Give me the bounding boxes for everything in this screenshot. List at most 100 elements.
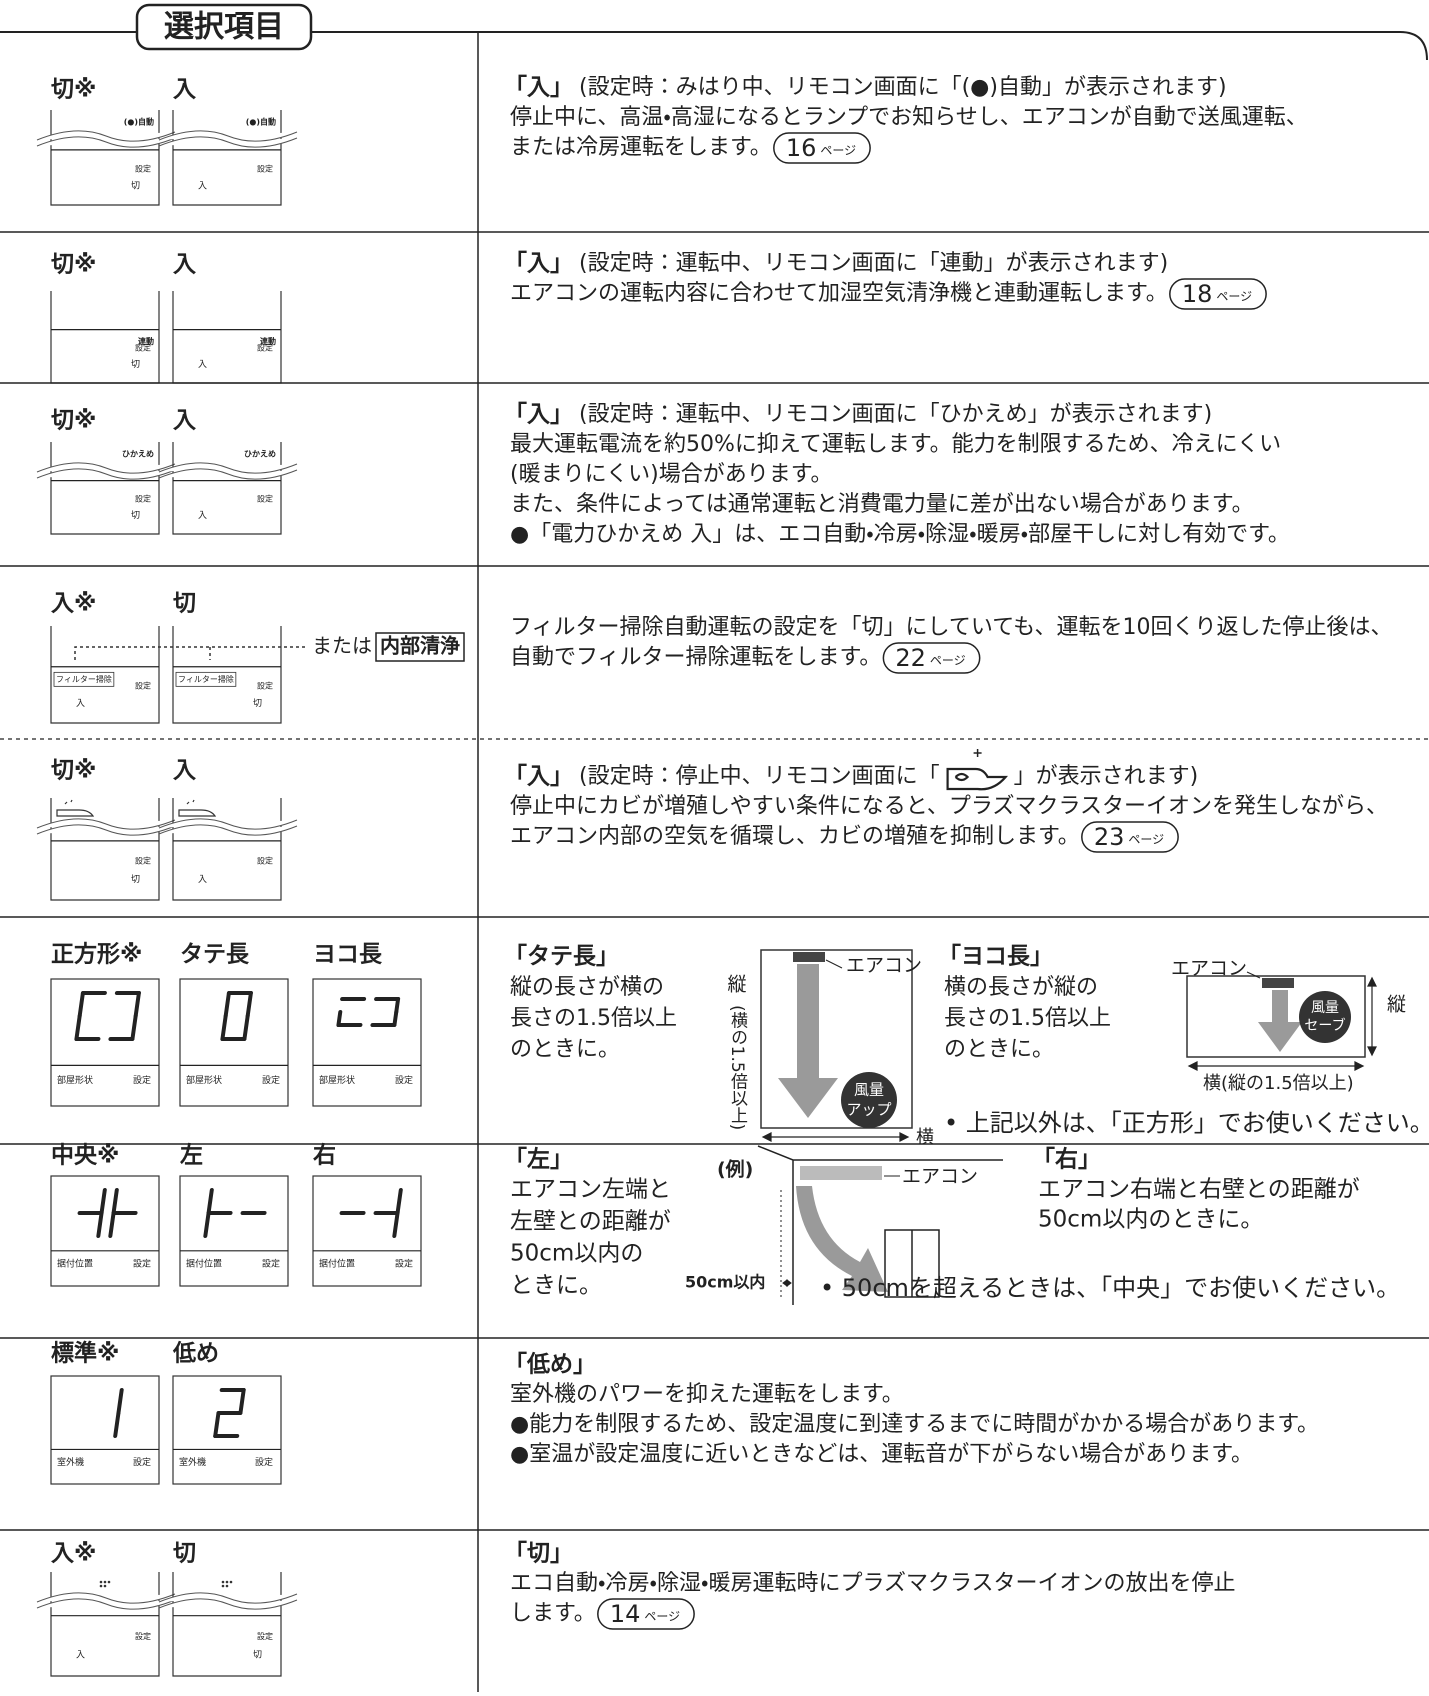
window bbox=[884, 1229, 940, 1298]
display-panel bbox=[50, 110, 160, 206]
badge-text: アップ bbox=[846, 1101, 891, 1119]
display-wave bbox=[36, 462, 176, 480]
panel-setting: 設定 bbox=[135, 344, 151, 353]
description-line: 50cm以内のときに。 bbox=[1038, 1207, 1263, 1233]
description-line: します。 bbox=[510, 1601, 596, 1626]
description-line: 停止中にカビが増殖しやすい条件になると、プラズマクラスターイオンを発生しながら、 bbox=[510, 794, 1388, 819]
badge-text: 風量 bbox=[1311, 1000, 1339, 1016]
option-label: 切 bbox=[173, 591, 196, 617]
display-panel bbox=[172, 1375, 282, 1485]
panel-state: 切 bbox=[131, 510, 140, 521]
aircon-unit bbox=[793, 952, 825, 962]
panel-setting: 設定 bbox=[395, 1075, 413, 1086]
panel-setting: 設定 bbox=[257, 164, 273, 173]
panel-setting: 設定 bbox=[133, 1457, 151, 1468]
panel-indicator: 連動 bbox=[138, 336, 154, 346]
description-heading-note: 」が表示されます) bbox=[1014, 764, 1199, 789]
option-label: 中央※ bbox=[51, 1143, 119, 1169]
description-note: • 50cmを超えるときは、「中央」でお使いください。 bbox=[820, 1274, 1400, 1302]
panel-state: 入 bbox=[198, 181, 207, 192]
description-line: ●「電力ひかえめ 入」は、エコ自動・冷房・除湿・暖房・部屋干しに対し有効です。 bbox=[510, 522, 1290, 547]
panel-setting: 設定 bbox=[135, 857, 151, 866]
page-ref-number: 18 bbox=[1182, 280, 1213, 308]
description-line: フィルター掃除自動運転の設定を「切」にしていても、運転を10回くり返した停止後は… bbox=[510, 615, 1392, 640]
panel-icon bbox=[107, 1580, 111, 1584]
display-panel bbox=[172, 442, 282, 535]
header-rule bbox=[0, 31, 1428, 61]
panel-state: 入 bbox=[198, 510, 207, 521]
display-segment bbox=[395, 1188, 403, 1215]
description-line: (暖まりにくい)場合があります。 bbox=[510, 462, 833, 487]
panel-icon bbox=[221, 1584, 225, 1588]
panel-icon bbox=[99, 1584, 103, 1588]
option-label: 入 bbox=[173, 758, 196, 784]
dimension-arrow bbox=[782, 1279, 792, 1287]
page-ref-unit: ページ bbox=[820, 144, 856, 158]
panel-setting: 設定 bbox=[133, 1075, 151, 1086]
display-wave bbox=[158, 1592, 298, 1610]
description-heading: 「入」 bbox=[504, 75, 573, 101]
dimension-arrow bbox=[761, 1132, 910, 1142]
panel-setting: 設定 bbox=[395, 1259, 413, 1270]
badge-text: 風量 bbox=[854, 1081, 884, 1099]
description-line: のときに。 bbox=[944, 1037, 1054, 1062]
display-segment bbox=[108, 1211, 116, 1238]
display-panel bbox=[172, 110, 282, 206]
panel-setting: 設定 bbox=[262, 1075, 280, 1086]
option-label: 入 bbox=[173, 77, 196, 103]
description-heading: 「入」 bbox=[504, 251, 573, 277]
display-segment bbox=[99, 1188, 107, 1215]
description-line: 50cm以内の bbox=[510, 1241, 643, 1267]
panel-icon bbox=[99, 1580, 103, 1584]
display-segment bbox=[113, 1411, 121, 1438]
display-panel bbox=[50, 1375, 160, 1485]
panel-icon bbox=[56, 799, 95, 817]
display-panel bbox=[50, 1572, 160, 1677]
panel-indicator: フィルター掃除 bbox=[178, 674, 234, 684]
panel-label: 部屋形状 bbox=[319, 1074, 355, 1086]
description-line: エアコンの運転内容に合わせて加湿空気清浄機と連動運転します。 bbox=[510, 281, 1168, 306]
connector bbox=[74, 646, 308, 660]
description-line: 最大運転電流を約50%に抑えて運転します。能力を制限するため、冷えにくい bbox=[510, 432, 1281, 457]
display-segment bbox=[242, 1014, 250, 1041]
description-line: 縦の長さが横の bbox=[510, 975, 664, 1000]
display-segment bbox=[238, 1388, 246, 1415]
display-panel bbox=[50, 442, 160, 535]
display-panel bbox=[179, 1175, 289, 1287]
dimension-arrow bbox=[1187, 1061, 1365, 1071]
display-segment bbox=[206, 1188, 214, 1215]
option-label: 左 bbox=[180, 1143, 203, 1169]
airflow-arrow bbox=[796, 1186, 888, 1292]
display-segment bbox=[116, 1388, 124, 1415]
heading-icon bbox=[946, 767, 1008, 791]
panel-indicator: ひかえめ bbox=[122, 450, 154, 459]
display-wave bbox=[36, 818, 176, 836]
panel-label: 部屋形状 bbox=[57, 1074, 93, 1086]
panel-label: 部屋形状 bbox=[186, 1074, 222, 1086]
wall bbox=[757, 1145, 1003, 1305]
display-wave bbox=[158, 462, 298, 480]
panel-icon bbox=[178, 799, 217, 817]
dimension-arrow bbox=[1367, 976, 1377, 1057]
display-segment bbox=[74, 1014, 82, 1041]
description-line: ときに。 bbox=[510, 1273, 602, 1299]
page-ref-frame bbox=[882, 642, 981, 674]
display-wave bbox=[36, 1592, 176, 1610]
display-panel bbox=[50, 626, 160, 724]
option-label: 低め bbox=[172, 1341, 219, 1367]
description-heading: 「入」 bbox=[504, 764, 573, 790]
rule bbox=[825, 959, 843, 969]
airflow-arrow bbox=[1258, 990, 1302, 1052]
panel-state: 切 bbox=[253, 698, 262, 709]
panel-setting: 設定 bbox=[257, 495, 273, 504]
page-ref-number: 14 bbox=[610, 1600, 641, 1628]
indicator-box bbox=[175, 671, 237, 687]
page-ref-unit: ページ bbox=[1128, 833, 1164, 847]
page-ref-number: 23 bbox=[1094, 823, 1125, 851]
display-segment bbox=[220, 1014, 228, 1041]
description-heading-note: (設定時：みはり中、リモコン画面に「(●)自動」が表示されます) bbox=[579, 75, 1227, 100]
description-heading-note: (設定時：運転中、リモコン画面に「ひかえめ」が表示されます) bbox=[579, 402, 1212, 427]
description-heading: 「タテ長」 bbox=[504, 944, 619, 970]
panel-state: 切 bbox=[131, 181, 140, 192]
option-label: タテ長 bbox=[180, 942, 249, 968]
